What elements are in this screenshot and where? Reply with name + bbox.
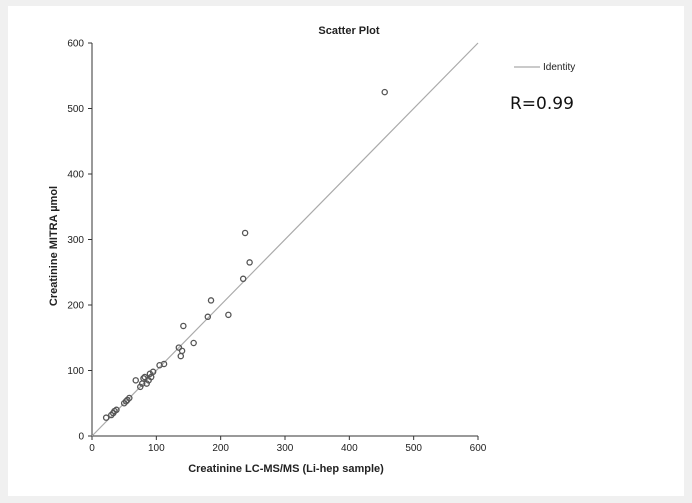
x-tick-label: 400 — [341, 443, 358, 454]
x-tick-label: 300 — [277, 443, 294, 454]
y-tick-label: 200 — [67, 301, 84, 312]
data-point — [113, 406, 120, 414]
data-point — [175, 344, 183, 351]
y-tick-label: 400 — [67, 170, 84, 181]
x-tick-label: 600 — [470, 443, 487, 454]
data-point — [239, 275, 247, 283]
chart-title: Scatter Plot — [318, 25, 379, 37]
data-point — [147, 373, 155, 381]
data-point — [102, 414, 110, 421]
y-tick-label: 100 — [67, 366, 84, 377]
data-point — [177, 352, 185, 360]
x-tick-label: 200 — [212, 443, 229, 454]
data-point — [190, 339, 197, 347]
y-tick-label: 600 — [67, 39, 84, 50]
y-tick-label: 300 — [67, 235, 84, 246]
legend-identity-label: Identity — [543, 62, 575, 73]
data-point — [241, 229, 249, 237]
chart-frame: Scatter Plot 0 100 200 300 400 500 600 0 100 200 3… — [8, 6, 684, 496]
data-point — [132, 377, 139, 384]
data-point — [246, 259, 253, 266]
x-tick-label: 100 — [148, 443, 165, 454]
y-tick-label: 500 — [67, 104, 84, 115]
data-point — [204, 313, 212, 321]
data-point — [178, 347, 186, 355]
x-axis-label: Creatinine LC-MS/MS (Li-hep sample) — [188, 463, 384, 475]
scatter-plot: Scatter Plot 0 100 200 300 400 500 600 0 100 200 3… — [48, 25, 575, 475]
y-tick-label: 0 — [78, 432, 84, 443]
data-point — [141, 373, 149, 381]
y-axis-label: Creatinine MITRA µmol — [48, 186, 60, 306]
identity-line-group — [91, 42, 479, 437]
data-point — [225, 311, 232, 319]
data-point — [207, 297, 215, 304]
data-point — [180, 322, 187, 330]
identity-line — [91, 42, 479, 437]
data-point — [160, 360, 168, 368]
ticks: 0 100 200 300 400 500 600 0 100 200 300 400 500 600 — [67, 39, 486, 455]
data-point — [149, 368, 157, 376]
data-point — [122, 398, 130, 405]
correlation-annotation: R=0.99 — [510, 94, 574, 114]
legend: Identity — [514, 62, 575, 73]
data-point — [126, 394, 133, 402]
data-points — [102, 88, 388, 421]
data-point — [381, 88, 388, 96]
x-tick-label: 0 — [89, 443, 95, 454]
x-tick-label: 500 — [405, 443, 422, 454]
